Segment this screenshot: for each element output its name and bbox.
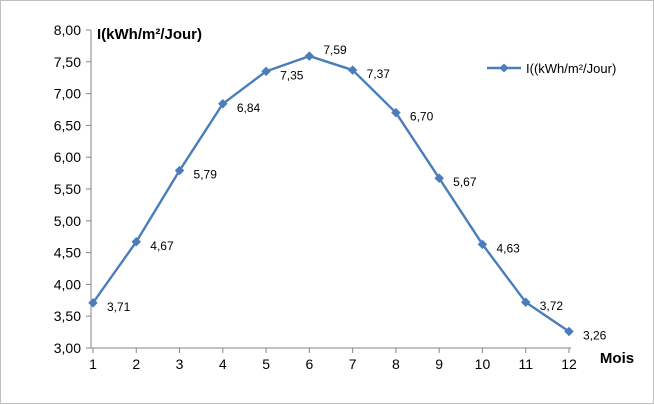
y-tick-label: 5,50: [54, 181, 81, 197]
data-label: 6,84: [237, 101, 261, 115]
data-point-marker: [391, 107, 401, 118]
y-tick-label: 6,00: [54, 149, 81, 165]
y-tick-label: 7,00: [54, 86, 81, 102]
data-point-marker: [304, 51, 315, 61]
y-tick-label: 3,50: [54, 308, 81, 324]
series-line-group: [92, 54, 570, 333]
y-tick-label: 4,50: [54, 245, 81, 261]
data-label: 7,59: [323, 43, 347, 57]
data-point-marker: [261, 66, 271, 77]
x-axis-title: Mois: [600, 350, 634, 367]
series-markers: [88, 51, 574, 337]
series-line: [92, 54, 570, 333]
x-tick-label: 1: [89, 356, 97, 372]
data-label: 5,67: [453, 175, 477, 189]
axes: [86, 29, 571, 353]
data-label: 7,35: [280, 68, 304, 82]
x-tick-label: 7: [349, 356, 357, 372]
y-tick-labels: 3,00 3,50 4,00 4,50 5,00 5,50 6,00 6,50 7,00 7,50…: [54, 22, 81, 356]
y-tick-label: 6,50: [54, 117, 81, 133]
data-label: 7,37: [367, 67, 391, 81]
x-tick-label: 11: [518, 356, 533, 372]
x-tick-labels: 1 2 3 4 5 6 7 8 9 10 11 12: [89, 356, 577, 372]
data-point-marker: [434, 173, 445, 184]
x-tick-label: 4: [219, 356, 227, 372]
data-point-marker: [347, 65, 358, 75]
y-tick-label: 4,00: [54, 276, 81, 292]
data-label: 3,71: [107, 300, 131, 314]
x-tick-label: 12: [561, 356, 577, 372]
x-tick-label: 6: [305, 356, 313, 372]
data-point-marker: [131, 236, 142, 247]
data-point-marker: [564, 326, 574, 337]
x-tick-label: 2: [132, 356, 140, 372]
y-tick-label: 7,50: [54, 54, 81, 70]
data-point-marker: [520, 297, 531, 308]
y-tick-label: 3,00: [54, 340, 81, 356]
x-tick-label: 5: [262, 356, 270, 372]
data-labels: 3,71 4,67 5,79 6,84 7,35 7,59 7,37 6,70 5,67 4,63…: [107, 43, 607, 342]
data-label: 3,26: [583, 328, 607, 342]
data-label: 6,70: [410, 110, 434, 124]
y-tick-label: 5,00: [54, 213, 81, 229]
data-label: 4,67: [150, 239, 174, 253]
data-point-marker: [477, 239, 488, 250]
data-point-marker: [217, 98, 228, 109]
x-tick-label: 8: [392, 356, 400, 372]
data-point-marker: [174, 165, 185, 176]
data-point-marker: [88, 297, 98, 308]
data-label: 3,72: [540, 299, 564, 313]
y-axis-title: I(kWh/m²/Jour): [97, 26, 202, 43]
y-tick-label: 8,00: [54, 22, 81, 38]
x-tick-label: 9: [435, 356, 443, 372]
legend: I((kWh/m²/Jour): [487, 61, 616, 76]
data-label: 4,63: [496, 241, 520, 255]
legend-entry: I((kWh/m²/Jour): [526, 61, 616, 76]
legend-marker: [499, 63, 509, 73]
data-label: 5,79: [194, 168, 218, 182]
x-tick-label: 10: [475, 356, 491, 372]
x-tick-label: 3: [176, 356, 184, 372]
